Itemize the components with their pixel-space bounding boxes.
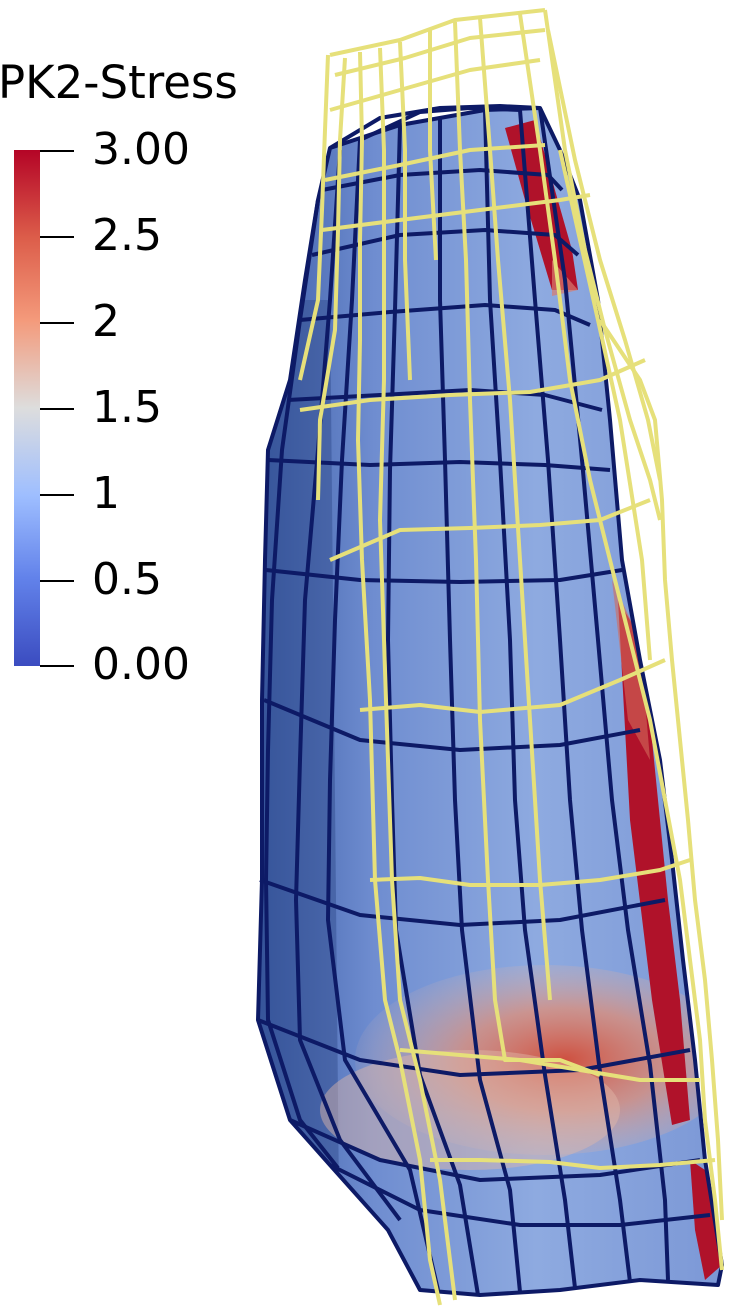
- reference-wireframe: [298, 8, 724, 1306]
- legend-tick-label: 1.5: [92, 382, 162, 433]
- legend-tick: [40, 236, 74, 238]
- legend-color-bar: [14, 150, 40, 666]
- legend-tick: [40, 580, 74, 582]
- deformed-mesh-body: [256, 104, 724, 1297]
- color-legend: PK2-Stress 3.00 2.5 2 1.5 1 0.5 0.00: [0, 0, 260, 700]
- legend-title: PK2-Stress: [0, 56, 238, 109]
- legend-tick-label: 0.5: [92, 554, 162, 605]
- legend-tick: [40, 408, 74, 410]
- legend-tick-label: 2.5: [92, 210, 162, 261]
- legend-tick: [40, 494, 74, 496]
- legend-tick: [40, 665, 74, 667]
- legend-tick-label: 2: [92, 296, 120, 347]
- legend-tick-label: 1: [92, 468, 120, 519]
- mesh-edges: [256, 104, 724, 1297]
- legend-tick: [40, 150, 74, 152]
- legend-tick: [40, 322, 74, 324]
- legend-tick-label: 3.00: [92, 124, 190, 175]
- legend-tick-label: 0.00: [92, 639, 190, 690]
